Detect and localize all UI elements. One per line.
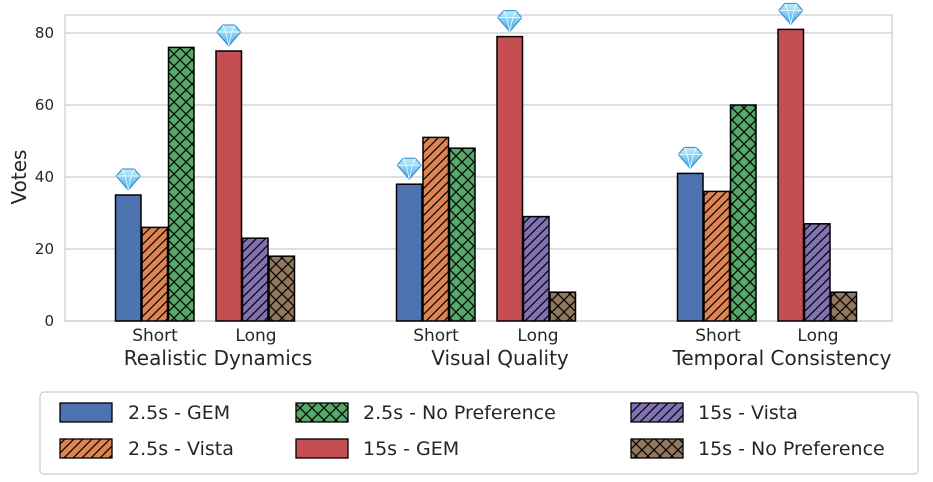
group-2-short-label: Short — [413, 326, 459, 346]
legend-swatch — [295, 402, 349, 423]
y-tick-label: 80 — [35, 24, 54, 42]
bar-2-5s-no-preference-group-1 — [167, 46, 195, 322]
legend-swatch — [59, 438, 113, 459]
legend-label-2-5s-vista: 2.5s - Vista — [128, 438, 234, 460]
bar-15s-no-preference-group-3 — [830, 291, 858, 322]
gem-icon — [497, 10, 523, 33]
group-3-long-label: Long — [797, 326, 838, 346]
legend-swatch — [295, 438, 349, 459]
bar-2-5s-vista-group-1 — [141, 226, 169, 322]
gem-icon — [396, 157, 422, 180]
bar-15s-vista-group-1 — [241, 237, 269, 322]
winner-markers — [115, 2, 804, 191]
legend-swatch — [630, 402, 684, 423]
legend-swatch — [630, 438, 684, 459]
x-sub-labels: Short Long Short Long Short Long — [132, 326, 838, 346]
bar-2-5s-vista-group-3 — [703, 190, 731, 322]
gem-icon — [216, 24, 242, 47]
group-2-long-label: Long — [517, 326, 558, 346]
x-group-labels: Realistic Dynamics Visual Quality Tempor… — [124, 346, 892, 370]
y-tick-label: 60 — [35, 96, 54, 114]
legend-frame — [39, 391, 919, 475]
plot-frame — [64, 14, 893, 322]
gem-icon — [778, 2, 804, 26]
bar-2-5s-gem-group-3 — [676, 172, 704, 322]
bar-15s-no-preference-group-2 — [549, 291, 577, 322]
legend-label-2-5s-gem: 2.5s - GEM — [128, 402, 230, 424]
y-axis-label: Votes — [7, 150, 31, 205]
bar-2-5s-no-preference-group-3 — [729, 104, 757, 322]
bar-15s-vista-group-3 — [803, 223, 831, 322]
legend-label-15s-vista: 15s - Vista — [698, 402, 798, 424]
bar-15s-vista-group-2 — [522, 215, 550, 322]
bar-15s-gem-group-3 — [777, 28, 805, 322]
y-tick-label: 0 — [44, 312, 54, 330]
bar-2-5s-gem-group-2 — [395, 183, 423, 322]
bar-2-5s-vista-group-2 — [422, 136, 450, 322]
group-1-long-label: Long — [235, 326, 276, 346]
legend-label-2-5s-no-preference: 2.5s - No Preference — [363, 402, 556, 424]
legend-label-15s-gem: 15s - GEM — [363, 438, 459, 460]
group-2-label: Visual Quality — [431, 346, 569, 370]
y-tick-labels: 0 20 40 60 80 — [35, 24, 54, 330]
bar-2-5s-gem-group-1 — [114, 194, 142, 322]
bar-2-5s-no-preference-group-2 — [448, 147, 476, 322]
group-1-short-label: Short — [132, 326, 178, 346]
gem-icon — [115, 168, 141, 191]
bar-15s-no-preference-group-1 — [268, 255, 296, 322]
gem-icon — [677, 146, 703, 170]
y-tick-label: 40 — [35, 168, 54, 186]
bar-15s-gem-group-2 — [496, 35, 524, 322]
group-1-label: Realistic Dynamics — [124, 346, 312, 370]
legend: 2.5s - GEM 2.5s - Vista 2.5s - No Prefer… — [39, 391, 919, 475]
bar-15s-gem-group-1 — [215, 50, 243, 322]
bars — [114, 28, 858, 322]
group-3-label: Temporal Consistency — [672, 346, 892, 370]
legend-label-15s-no-preference: 15s - No Preference — [698, 438, 885, 460]
y-tick-label: 20 — [35, 240, 54, 258]
legend-swatch — [59, 402, 113, 423]
group-3-short-label: Short — [695, 326, 741, 346]
